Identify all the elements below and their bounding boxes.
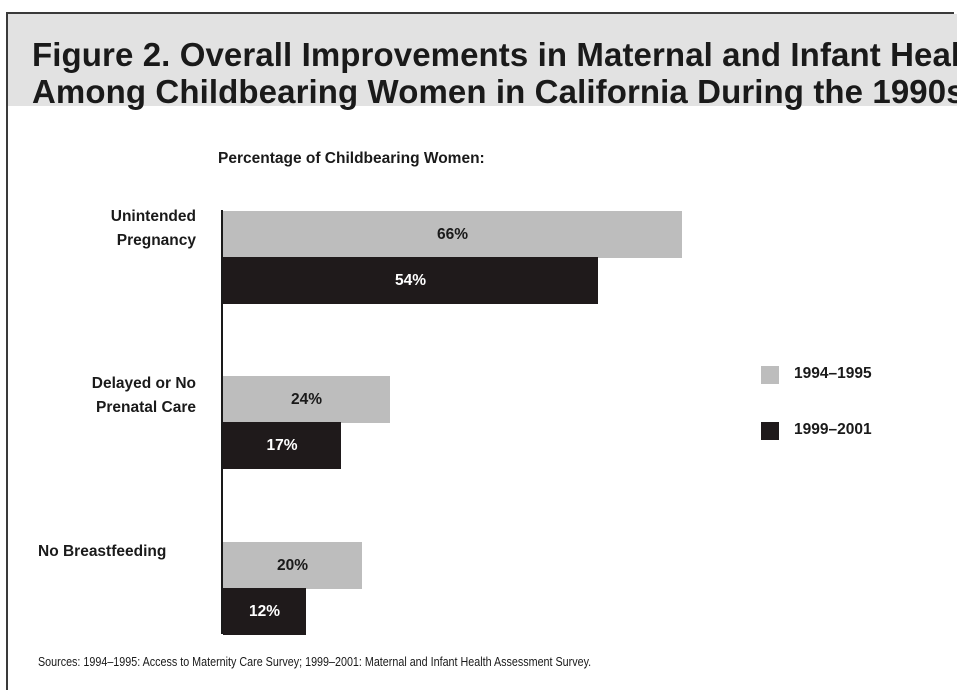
bar-value-label: 20%	[276, 557, 309, 574]
bar-1999-2001	[223, 422, 341, 469]
bar-value-label: 12%	[248, 603, 281, 620]
bar-1999-2001	[223, 588, 306, 635]
title-band-edge	[8, 106, 957, 126]
category-label: Delayed or No	[91, 375, 196, 392]
source-note: Sources: 1994–1995: Access to Maternity …	[38, 655, 592, 669]
chart-title: Figure 2. Overall Improvements in Matern…	[32, 36, 957, 110]
category-axis	[221, 210, 223, 634]
category-label: Pregnancy	[116, 232, 196, 249]
bar-value-label: 54%	[394, 272, 427, 289]
bar-1994-1995	[223, 542, 362, 589]
chart-title-line-2: Among Childbearing Women in California D…	[32, 73, 957, 110]
legend-swatch	[761, 366, 779, 384]
category-label: Prenatal Care	[96, 399, 196, 416]
legend-label: 1999–2001	[794, 421, 872, 438]
bar-1994-1995	[223, 376, 390, 423]
legend-label: 1994–1995	[794, 365, 872, 382]
chart-title-line-1: Figure 2. Overall Improvements in Matern…	[32, 36, 957, 73]
bar-1994-1995	[223, 211, 682, 258]
category-label: Unintended	[110, 208, 196, 225]
bar-1999-2001	[223, 257, 598, 304]
bar-value-label: 17%	[266, 437, 298, 454]
category-label: No Breastfeeding	[38, 543, 167, 560]
bar-value-label: 66%	[436, 226, 469, 243]
bar-value-label: 24%	[290, 391, 323, 408]
chart-subtitle: Percentage of Childbearing Women:	[218, 150, 485, 167]
figure-frame	[6, 12, 954, 690]
legend-swatch	[761, 422, 779, 440]
